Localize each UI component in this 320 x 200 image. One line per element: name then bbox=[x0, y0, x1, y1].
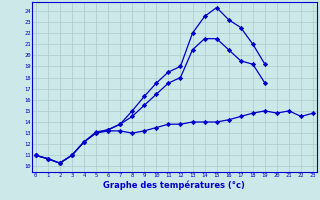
X-axis label: Graphe des températures (°c): Graphe des températures (°c) bbox=[103, 181, 245, 190]
